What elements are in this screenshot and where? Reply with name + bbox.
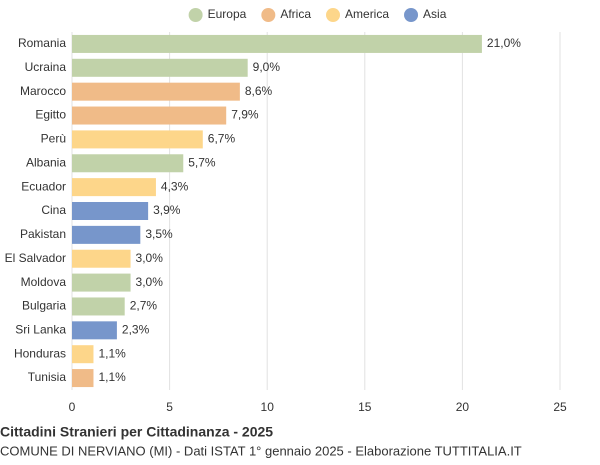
y-tick-label: Marocco [20,84,66,98]
y-tick-label: Perù [41,132,66,146]
bar [72,249,131,268]
bar [72,369,94,388]
legend-marker [404,8,419,22]
legend-marker [188,8,203,22]
bar [72,106,227,125]
value-label: 2,7% [130,299,158,313]
x-tick-label: 5 [166,400,173,414]
x-tick-label: 15 [358,400,372,414]
y-tick-label: Pakistan [20,227,66,241]
value-label: 2,3% [122,323,150,337]
bar [72,82,240,101]
legend-label: Africa [280,7,311,21]
y-tick-label: Honduras [14,346,66,360]
value-label: 9,0% [253,60,281,74]
bar [72,345,94,364]
value-label: 3,0% [136,275,164,289]
legend-marker [326,8,341,22]
legend-marker [261,8,276,22]
value-label: 7,9% [231,108,259,122]
bar [72,321,117,340]
value-label: 1,1% [98,370,126,384]
bar [72,202,149,220]
bar [72,130,203,149]
y-tick-label: Tunisia [28,370,67,384]
x-tick-label: 25 [553,400,567,414]
value-label: 3,0% [136,251,164,265]
value-label: 3,9% [153,203,181,217]
value-label: 6,7% [208,132,236,146]
value-label: 8,6% [245,84,273,98]
chart-subtitle: COMUNE DI NERVIANO (MI) - Dati ISTAT 1° … [0,443,522,458]
y-tick-label: Sri Lanka [15,323,66,337]
bar [72,273,131,292]
value-label: 4,3% [161,179,189,193]
bar [72,225,141,244]
x-tick-label: 10 [261,400,275,414]
y-tick-label: Cina [41,203,66,217]
value-label: 5,7% [188,155,216,169]
x-tick-label: 0 [69,400,76,414]
bar [72,178,156,197]
value-label: 21,0% [487,36,521,50]
bar [72,34,482,53]
legend-label: America [345,7,389,21]
y-tick-label: Albania [26,155,66,169]
bar [72,58,248,77]
y-tick-label: Moldova [21,275,67,289]
value-label: 1,1% [98,346,126,360]
y-tick-label: Ucraina [25,60,67,74]
value-label: 3,5% [145,227,173,241]
y-tick-label: El Salvador [5,251,66,265]
y-tick-label: Ecuador [21,179,66,193]
y-tick-label: Romania [18,36,66,50]
y-tick-label: Egitto [35,108,66,122]
chart-title: Cittadini Stranieri per Cittadinanza - 2… [0,424,273,440]
bar [72,297,125,316]
y-tick-label: Bulgaria [22,299,66,313]
legend-label: Asia [423,7,447,21]
legend-label: Europa [208,7,247,21]
bar [72,154,184,173]
x-tick-label: 20 [456,400,470,414]
